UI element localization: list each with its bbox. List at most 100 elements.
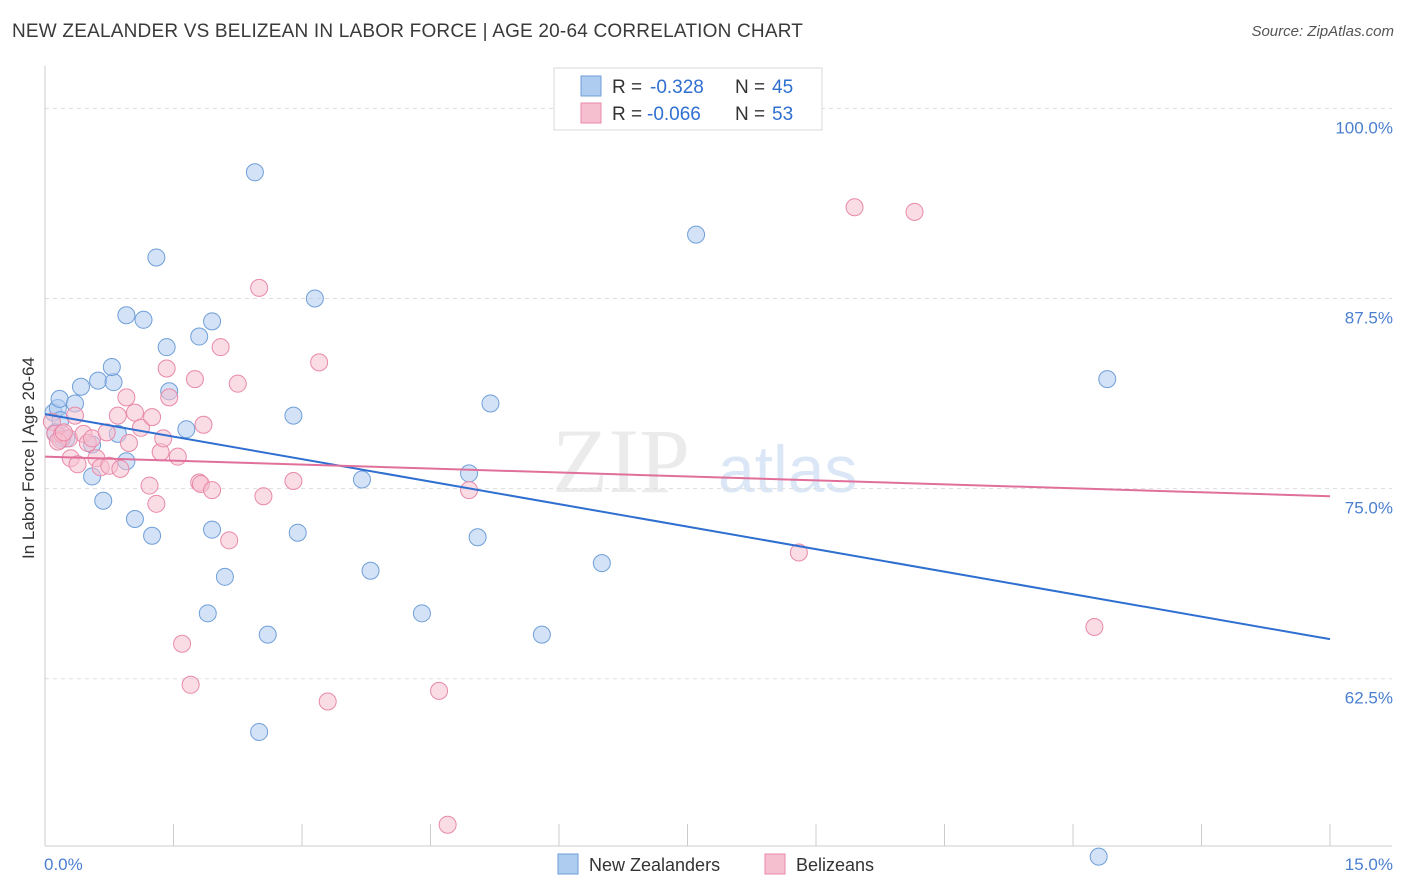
point-new-zealander (352, 470, 371, 489)
point-belizean (228, 374, 247, 393)
point-belizean (160, 388, 179, 407)
point-new-zealander (198, 604, 217, 623)
point-new-zealander (412, 604, 431, 623)
point-belizean (119, 433, 138, 452)
point-new-zealander (117, 306, 136, 325)
legend-n-label-1: N = (735, 77, 765, 98)
trend-lines (44, 413, 1331, 641)
point-new-zealander (102, 357, 121, 376)
point-new-zealander (687, 225, 706, 244)
point-belizean (789, 543, 808, 562)
y-tick-label: 100.0% (1335, 118, 1393, 137)
point-belizean (1085, 618, 1104, 637)
point-new-zealander (245, 163, 264, 182)
point-belizean (157, 359, 176, 378)
point-belizean (65, 406, 84, 425)
y-axis-label: In Labor Force | Age 20-64 (19, 357, 38, 559)
point-belizean (68, 455, 87, 474)
point-new-zealander (460, 464, 479, 483)
point-belizean (203, 481, 222, 500)
point-belizean (181, 675, 200, 694)
point-belizean (111, 459, 130, 478)
series-new-zealanders (44, 163, 1117, 866)
point-belizean (140, 476, 159, 495)
point-new-zealander (190, 327, 209, 346)
point-new-zealander (361, 561, 380, 580)
legend-n-label-2: N = (735, 104, 765, 125)
point-new-zealander (134, 310, 153, 329)
legend-top: R = -0.328 N = 45 R = -0.066 N = 53 (553, 67, 823, 131)
point-belizean (194, 415, 213, 434)
legend-n-value-1: 45 (772, 77, 793, 98)
point-belizean (173, 634, 192, 653)
point-belizean (845, 198, 864, 217)
y-tick-label: 87.5% (1345, 309, 1393, 328)
point-new-zealander (143, 526, 162, 545)
legend-bottom: New Zealanders Belizeans (557, 853, 874, 875)
point-new-zealander (50, 389, 69, 408)
point-belizean (125, 403, 144, 422)
point-new-zealander (532, 625, 551, 644)
legend-swatch-blue (580, 75, 602, 97)
point-new-zealander (215, 567, 234, 586)
axes (44, 66, 1392, 847)
point-belizean (154, 429, 173, 448)
point-belizean (117, 388, 136, 407)
point-belizean (185, 370, 204, 389)
point-belizean (284, 472, 303, 491)
point-new-zealander (125, 510, 144, 529)
point-new-zealander (71, 377, 90, 396)
watermark-atlas: atlas (718, 432, 857, 506)
legend-bottom-label-belizeans: Belizeans (796, 855, 874, 875)
legend-r-value-2: -0.066 (647, 104, 701, 125)
point-new-zealander (468, 528, 487, 547)
point-new-zealander (203, 312, 222, 331)
point-belizean (54, 423, 73, 442)
x-tick-label: 15.0% (1345, 855, 1393, 874)
point-belizean (254, 487, 273, 506)
legend-r-value-1: -0.328 (650, 77, 704, 98)
point-new-zealander (157, 338, 176, 357)
point-new-zealander (177, 420, 196, 439)
point-belizean (905, 202, 924, 221)
series-belizeans (42, 198, 1104, 834)
point-new-zealander (284, 406, 303, 425)
y-tick-label: 62.5% (1345, 689, 1393, 708)
point-belizean (147, 494, 166, 513)
point-belizean (97, 423, 116, 442)
source-credit: Source: ZipAtlas.com (1251, 23, 1394, 40)
legend-r-label-2: R = (612, 104, 642, 125)
point-new-zealander (147, 248, 166, 267)
point-belizean (220, 531, 239, 550)
point-belizean (143, 408, 162, 427)
point-belizean (168, 447, 187, 466)
point-new-zealander (592, 554, 611, 573)
gridlines (45, 107, 1392, 680)
point-belizean (430, 681, 449, 700)
point-belizean (108, 406, 127, 425)
point-new-zealander (258, 625, 277, 644)
legend-bottom-swatch-blue (557, 853, 579, 875)
legend-bottom-label-new-zealanders: New Zealanders (589, 855, 720, 875)
trend-line-belizeans (44, 455, 1331, 498)
point-new-zealander (89, 371, 108, 390)
watermark: ZIP atlas (552, 410, 857, 512)
legend-n-value-2: 53 (772, 104, 793, 125)
legend-r-label-1: R = (612, 77, 642, 98)
point-new-zealander (1089, 847, 1108, 866)
point-belizean (310, 353, 329, 372)
point-new-zealander (104, 373, 123, 392)
legend-bottom-swatch-pink (764, 853, 786, 875)
watermark-zip: ZIP (552, 410, 690, 512)
point-new-zealander (305, 289, 324, 308)
point-belizean (438, 815, 457, 834)
point-new-zealander (1098, 370, 1117, 389)
point-new-zealander (250, 722, 269, 741)
point-new-zealander (288, 523, 307, 542)
point-belizean (250, 278, 269, 297)
trend-line-new-zealanders (44, 413, 1331, 641)
point-belizean (211, 338, 230, 357)
point-new-zealander (94, 491, 113, 510)
x-tick-label: 0.0% (44, 855, 83, 874)
